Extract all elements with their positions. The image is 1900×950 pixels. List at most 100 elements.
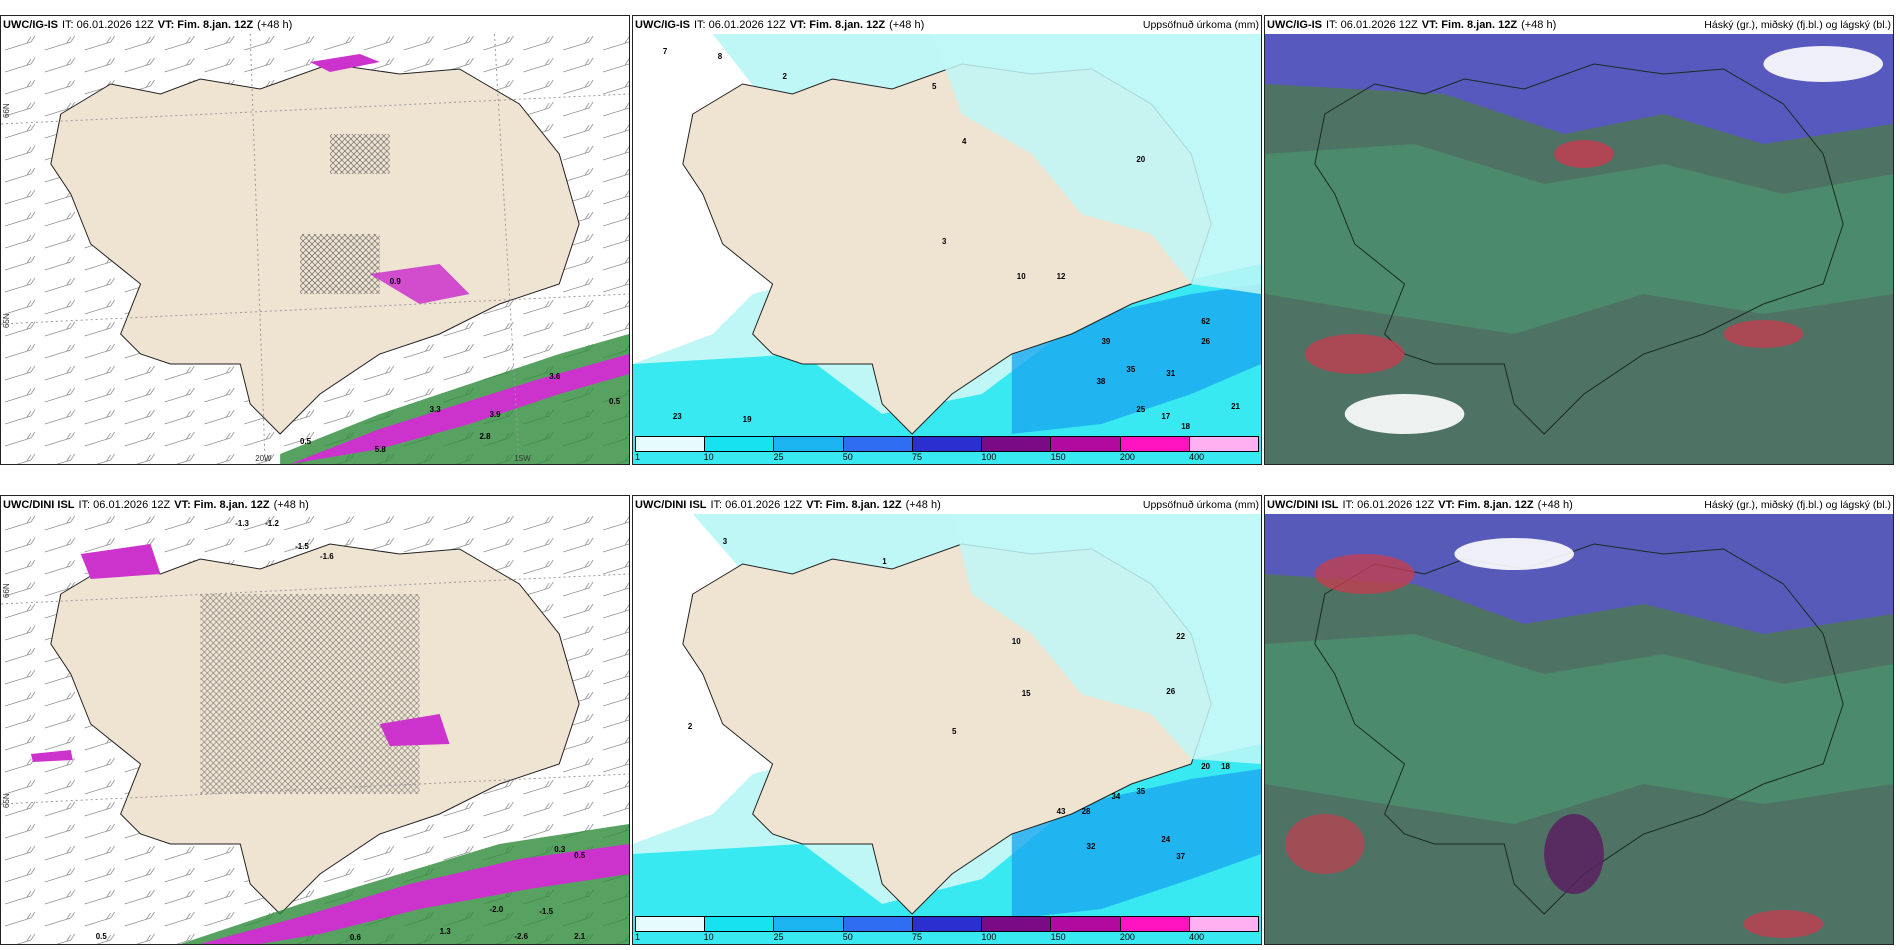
- weather-map-clouds[interactable]: [1265, 34, 1893, 464]
- weather-map-wind-precip[interactable]: 20W 15W 66N 65N 3.3 3.9 2.8 0.5 5.8 0.5 …: [1, 34, 629, 464]
- colorbar-swatch: [774, 917, 844, 931]
- value-label: 0.6: [350, 933, 362, 942]
- value-label: 3.9: [489, 410, 501, 419]
- colorbar-label: 1: [635, 932, 641, 942]
- panel-header: UWC/DINI ISL IT: 06.01.2026 12Z VT: Fim.…: [1265, 496, 1893, 514]
- precip-value: 19: [743, 415, 752, 424]
- colorbar-swatch: [982, 917, 1052, 931]
- lat-label: 66N: [2, 583, 11, 598]
- precip-value: 17: [1161, 412, 1170, 421]
- value-label: 0.5: [96, 932, 108, 941]
- colorbar-swatch: [774, 437, 844, 451]
- init-time: IT: 06.01.2026 12Z: [62, 19, 154, 31]
- colorbar-label: 50: [842, 932, 853, 942]
- init-time: IT: 06.01.2026 12Z: [694, 19, 786, 31]
- precip-value: 18: [1181, 422, 1190, 431]
- precip-value: 26: [1201, 337, 1210, 346]
- init-time: IT: 06.01.2026 12Z: [1326, 19, 1418, 31]
- lon-label: 15W: [514, 454, 531, 463]
- colorbar-label: 100: [981, 452, 997, 462]
- precip-value: 3: [723, 537, 728, 546]
- colorbar-label: 150: [1050, 932, 1066, 942]
- colorbar-label: 50: [842, 452, 853, 462]
- colorbar-legend: 1 10 25 50 75 100 150 200 400: [635, 916, 1259, 942]
- colorbar-label: 400: [1189, 452, 1205, 462]
- value-label: 0.5: [609, 397, 621, 406]
- colorbar-swatch: [705, 437, 775, 451]
- lead-time: (+48 h): [257, 19, 293, 31]
- precip-value: 32: [1087, 842, 1096, 851]
- precip-value: 4: [962, 137, 967, 146]
- precip-value: 35: [1136, 787, 1145, 796]
- precip-value: 31: [1166, 369, 1175, 378]
- map-title: Háský (gr.), miðský (fj.bl.) og lágský (…: [1704, 19, 1891, 31]
- lon-label: 20W: [255, 454, 272, 463]
- valid-time: VT: Fim. 8.jan. 12Z: [157, 19, 254, 31]
- colorbar-swatch: [1120, 917, 1190, 931]
- panel-header: UWC/IG-IS IT: 06.01.2026 12Z VT: Fim. 8.…: [633, 16, 1261, 34]
- precip-value: 21: [1231, 402, 1240, 411]
- weather-map-clouds[interactable]: [1265, 514, 1893, 944]
- panel-bottom-left: UWC/DINI ISL IT: 06.01.2026 12Z VT: Fim.…: [0, 495, 630, 945]
- valid-time: VT: Fim. 8.jan. 12Z: [806, 499, 902, 511]
- map-title: Uppsöfnuð úrkoma (mm): [1142, 499, 1259, 511]
- colorbar-swatch: [982, 437, 1052, 451]
- colorbar-swatch: [912, 437, 983, 451]
- valid-time: VT: Fim. 8.jan. 12Z: [1438, 499, 1534, 511]
- model-name: UWC/DINI ISL: [3, 499, 75, 511]
- value-label: 3.3: [430, 405, 442, 414]
- colorbar-label: 25: [773, 932, 784, 942]
- model-name: UWC/IG-IS: [3, 19, 58, 31]
- colorbar-label: 150: [1050, 452, 1066, 462]
- colorbar-swatch: [843, 437, 913, 451]
- value-label: -1.2: [265, 519, 279, 528]
- precip-value: 10: [1012, 637, 1021, 646]
- colorbar-swatch: [912, 917, 983, 931]
- precip-value: 10: [1017, 272, 1026, 281]
- panel-top-left: UWC/IG-IS IT: 06.01.2026 12Z VT: Fim. 8.…: [0, 15, 630, 465]
- precip-value: 28: [1082, 807, 1091, 816]
- lead-time: (+48 h): [905, 499, 941, 511]
- weather-map-precipitation[interactable]: 7 8 2 5 4 3 12 10 20 39 38 35 31 26 23 1…: [633, 34, 1261, 464]
- precip-value: 62: [1201, 317, 1210, 326]
- colorbar-label: 10: [703, 932, 714, 942]
- colorbar-label: 200: [1119, 452, 1135, 462]
- precip-value: 15: [1022, 689, 1031, 698]
- value-label: -2.0: [489, 905, 503, 914]
- precip-value: 1: [882, 557, 887, 566]
- lat-label: 66N: [2, 103, 11, 118]
- panel-header: UWC/IG-IS IT: 06.01.2026 12Z VT: Fim. 8.…: [1265, 16, 1893, 34]
- value-label: -2.6: [514, 932, 528, 941]
- precip-value: 20: [1136, 155, 1145, 164]
- value-label: -1.6: [320, 552, 334, 561]
- value-label: 0.5: [574, 851, 586, 860]
- precip-value: 26: [1166, 687, 1175, 696]
- value-label: 2.1: [574, 932, 586, 941]
- colorbar-label: 200: [1119, 932, 1135, 942]
- weather-map-precipitation[interactable]: 3 2 1 5 7 10 13 15 22 26 28 32 34 35 43 …: [633, 514, 1261, 944]
- precip-value: 25: [1136, 405, 1145, 414]
- lat-label: 65N: [2, 793, 11, 808]
- precip-value: 35: [1126, 365, 1135, 374]
- colorbar-swatch: [1189, 437, 1258, 451]
- colorbar-label: 400: [1189, 932, 1205, 942]
- lead-time: (+48 h): [889, 19, 925, 31]
- lead-time: (+48 h): [273, 499, 309, 511]
- valid-time: VT: Fim. 8.jan. 12Z: [174, 499, 270, 511]
- precip-value: 12: [1057, 272, 1066, 281]
- model-name: UWC/DINI ISL: [635, 499, 707, 511]
- model-name: UWC/IG-IS: [1267, 19, 1322, 31]
- value-label: 0.9: [390, 277, 402, 286]
- precip-value: 39: [1102, 337, 1111, 346]
- value-label: 5.8: [375, 445, 387, 454]
- init-time: IT: 06.01.2026 12Z: [78, 499, 171, 511]
- weather-map-wind-precip[interactable]: 66N 65N -1.3 -1.2 -1.5 -1.6 0.3 0.5 -2.0…: [1, 514, 629, 944]
- colorbar-swatch: [1189, 917, 1258, 931]
- colorbar-label: 75: [912, 452, 923, 462]
- lead-time: (+48 h): [1521, 19, 1557, 31]
- panel-header: UWC/IG-IS IT: 06.01.2026 12Z VT: Fim. 8.…: [1, 16, 629, 34]
- precip-value: 7: [663, 47, 668, 56]
- precip-value: 43: [1057, 807, 1066, 816]
- map-title: Uppsöfnuð úrkoma (mm): [1142, 19, 1259, 31]
- colorbar-label: 100: [981, 932, 997, 942]
